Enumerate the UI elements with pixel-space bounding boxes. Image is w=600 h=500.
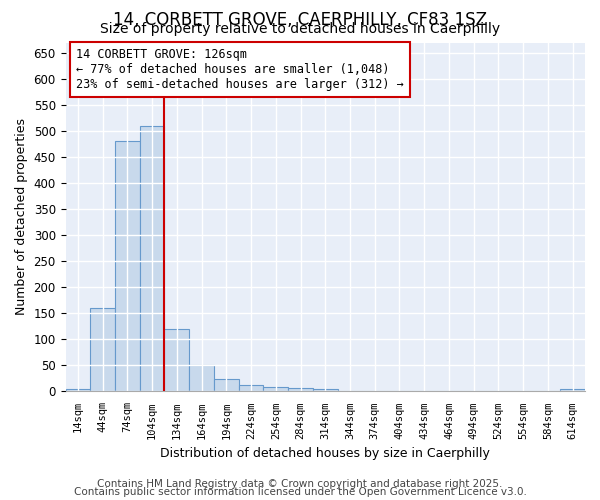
- Bar: [313, 389, 338, 392]
- Text: Size of property relative to detached houses in Caerphilly: Size of property relative to detached ho…: [100, 22, 500, 36]
- Bar: [140, 126, 164, 392]
- Y-axis label: Number of detached properties: Number of detached properties: [15, 118, 28, 316]
- Bar: [263, 388, 288, 392]
- Bar: [164, 329, 189, 392]
- Bar: [90, 308, 115, 392]
- Text: Contains public sector information licensed under the Open Government Licence v3: Contains public sector information licen…: [74, 487, 526, 497]
- Bar: [189, 366, 214, 392]
- Bar: [65, 389, 90, 392]
- Text: 14 CORBETT GROVE: 126sqm
← 77% of detached houses are smaller (1,048)
23% of sem: 14 CORBETT GROVE: 126sqm ← 77% of detach…: [76, 48, 404, 90]
- Text: Contains HM Land Registry data © Crown copyright and database right 2025.: Contains HM Land Registry data © Crown c…: [97, 479, 503, 489]
- X-axis label: Distribution of detached houses by size in Caerphilly: Distribution of detached houses by size …: [160, 447, 490, 460]
- Bar: [288, 388, 313, 392]
- Bar: [214, 380, 239, 392]
- Bar: [115, 142, 140, 392]
- Bar: [560, 389, 585, 392]
- Bar: [239, 385, 263, 392]
- Text: 14, CORBETT GROVE, CAERPHILLY, CF83 1SZ: 14, CORBETT GROVE, CAERPHILLY, CF83 1SZ: [113, 11, 487, 29]
